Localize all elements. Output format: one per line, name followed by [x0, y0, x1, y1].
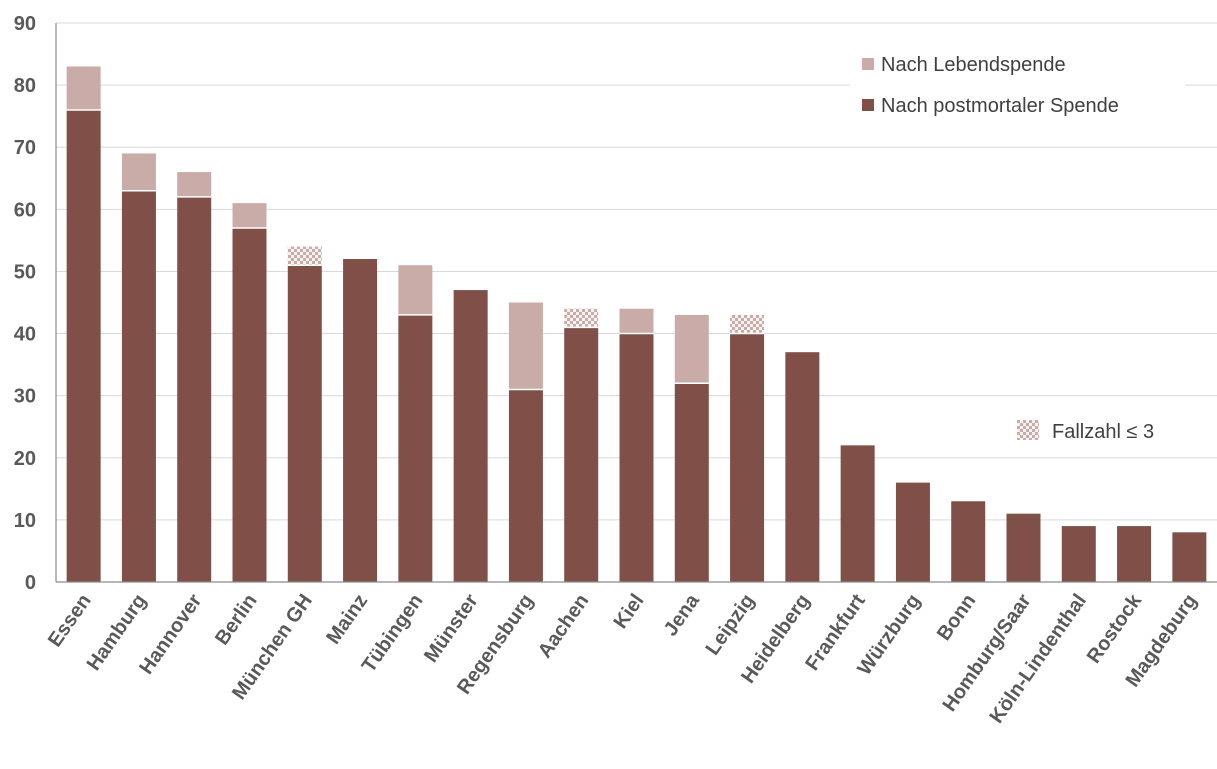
bar-postmortal — [121, 190, 156, 582]
y-tick-label: 90 — [14, 13, 36, 35]
bar-lebendspende — [177, 172, 212, 197]
bar-postmortal — [951, 501, 986, 582]
x-category-label: Essen — [44, 590, 96, 651]
bar-lebendspende — [398, 265, 433, 315]
y-tick-label: 70 — [14, 137, 36, 159]
legend: Nach Lebendspende Nach postmortaler Spen… — [850, 44, 1185, 126]
bar-postmortal — [564, 327, 599, 582]
bar-lebendspende — [66, 66, 101, 110]
bar-postmortal — [785, 352, 820, 582]
legend-swatch-postmortal — [862, 99, 874, 111]
bar-postmortal — [1061, 526, 1096, 582]
bar-postmortal — [730, 333, 765, 582]
bar-postmortal — [1006, 513, 1041, 582]
x-category-label: Jena — [660, 590, 705, 641]
x-category-label: Mainz — [322, 590, 372, 648]
bar-postmortal — [508, 389, 543, 582]
y-tick-label: 40 — [14, 324, 36, 346]
bar-postmortal — [1117, 526, 1152, 582]
x-category-label: Leipzig — [702, 590, 760, 659]
bar-lebendspende-small-count — [564, 308, 599, 328]
bar-lebendspende — [619, 308, 654, 334]
x-category-label: Berlin — [211, 590, 262, 649]
x-category-label: Aachen — [534, 590, 593, 662]
bar-postmortal — [66, 109, 101, 582]
small-count-legend: Fallzahl ≤ 3 — [1017, 420, 1154, 443]
bar-lebendspende — [232, 203, 267, 228]
legend-swatch-lebendspende — [862, 58, 874, 70]
bar-postmortal — [453, 290, 488, 582]
y-tick-label: 80 — [14, 75, 36, 97]
legend-label-lebendspende: Nach Lebendspende — [881, 54, 1066, 76]
y-tick-label: 60 — [14, 199, 36, 221]
bar-postmortal — [343, 259, 378, 582]
x-category-label: Kiel — [610, 590, 649, 633]
bar-postmortal — [674, 383, 709, 582]
bar-postmortal — [1172, 532, 1207, 582]
bar-postmortal — [895, 482, 930, 582]
bar-postmortal — [287, 265, 322, 582]
y-tick-label: 50 — [14, 261, 36, 283]
bar-lebendspende — [674, 314, 709, 384]
bar-lebendspende — [508, 302, 543, 390]
x-category-label: Bonn — [933, 590, 980, 644]
bar-lebendspende-small-count — [287, 246, 322, 266]
small-count-label: Fallzahl ≤ 3 — [1052, 421, 1154, 443]
bar-lebendspende — [121, 153, 156, 191]
y-tick-label: 0 — [25, 572, 36, 594]
bar-postmortal — [232, 227, 267, 582]
legend-label-postmortal: Nach postmortaler Spende — [881, 95, 1119, 117]
x-category-label: Köln-Lindenthal — [986, 590, 1091, 727]
legend-background — [850, 44, 1185, 126]
y-axis-ticks: 0 10 20 30 40 50 60 70 80 90 — [14, 13, 36, 594]
bar-lebendspende-small-count — [730, 314, 765, 334]
y-tick-label: 30 — [14, 386, 36, 408]
y-tick-label: 10 — [14, 510, 36, 532]
bar-postmortal — [619, 333, 654, 582]
bar-postmortal — [840, 445, 875, 582]
small-count-swatch — [1017, 420, 1039, 440]
y-tick-label: 20 — [14, 448, 36, 470]
bar-postmortal — [177, 196, 212, 582]
bars — [66, 66, 1207, 582]
bar-postmortal — [398, 314, 433, 582]
